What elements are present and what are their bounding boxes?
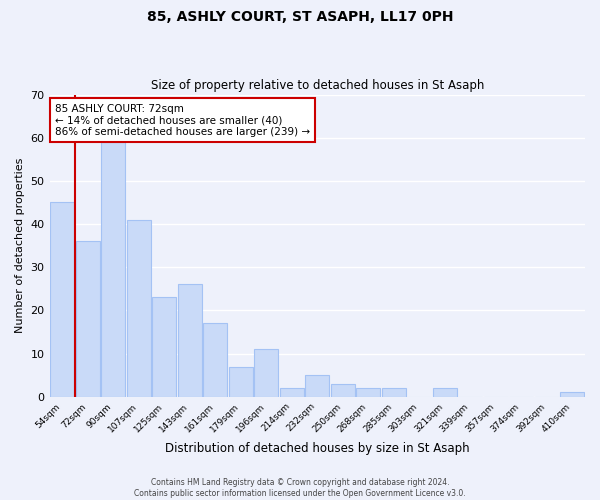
Bar (305, 375, 329, 396)
Title: Size of property relative to detached houses in St Asaph: Size of property relative to detached ho… (151, 79, 484, 92)
Bar (331, 384, 355, 396)
Bar (356, 388, 380, 396)
Bar (152, 298, 176, 396)
Y-axis label: Number of detached properties: Number of detached properties (15, 158, 25, 334)
Text: 85, ASHLY COURT, ST ASAPH, LL17 0PH: 85, ASHLY COURT, ST ASAPH, LL17 0PH (147, 10, 453, 24)
Bar (254, 349, 278, 397)
Bar (178, 284, 202, 397)
Bar (229, 366, 253, 396)
Bar (382, 388, 406, 396)
Bar (101, 142, 125, 397)
Bar (280, 388, 304, 396)
Text: Contains HM Land Registry data © Crown copyright and database right 2024.
Contai: Contains HM Land Registry data © Crown c… (134, 478, 466, 498)
Bar (76, 242, 100, 396)
Bar (203, 324, 227, 396)
X-axis label: Distribution of detached houses by size in St Asaph: Distribution of detached houses by size … (165, 442, 470, 455)
Bar (560, 392, 584, 396)
Text: 85 ASHLY COURT: 72sqm
← 14% of detached houses are smaller (40)
86% of semi-deta: 85 ASHLY COURT: 72sqm ← 14% of detached … (55, 104, 310, 137)
Bar (50, 202, 74, 396)
Bar (433, 388, 457, 396)
Bar (127, 220, 151, 396)
